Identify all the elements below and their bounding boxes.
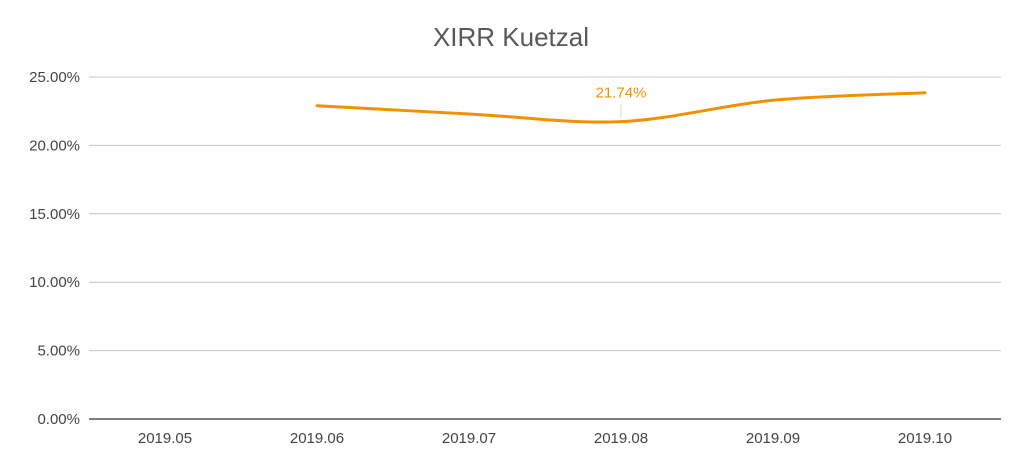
x-tick-label: 2019.09 [746, 430, 800, 447]
chart-title: XIRR Kuetzal [433, 22, 589, 52]
x-tick-label: 2019.10 [898, 430, 952, 447]
y-tick-label: 10.00% [29, 274, 80, 291]
x-tick-label: 2019.06 [290, 430, 344, 447]
data-label: 21.74% [596, 85, 647, 102]
series-lines [315, 91, 927, 124]
y-tick-label: 0.00% [37, 411, 80, 428]
y-tick-label: 5.00% [37, 343, 80, 360]
y-tick-label: 15.00% [29, 206, 80, 223]
x-tick-label: 2019.07 [442, 430, 496, 447]
x-axis-tick-labels: 2019.05 2019.06 2019.07 2019.08 2019.09 2019.… [138, 430, 952, 447]
data-labels: 21.74% [596, 85, 647, 119]
x-tick-label: 2019.08 [594, 430, 648, 447]
series-line [315, 91, 927, 124]
y-tick-label: 20.00% [29, 137, 80, 154]
y-tick-label: 25.00% [29, 69, 80, 86]
y-axis-tick-labels: 0.00% 5.00% 10.00% 15.00% 20.00% 25.00% [29, 69, 80, 428]
grid-lines [89, 76, 1001, 420]
x-tick-label: 2019.05 [138, 430, 192, 447]
